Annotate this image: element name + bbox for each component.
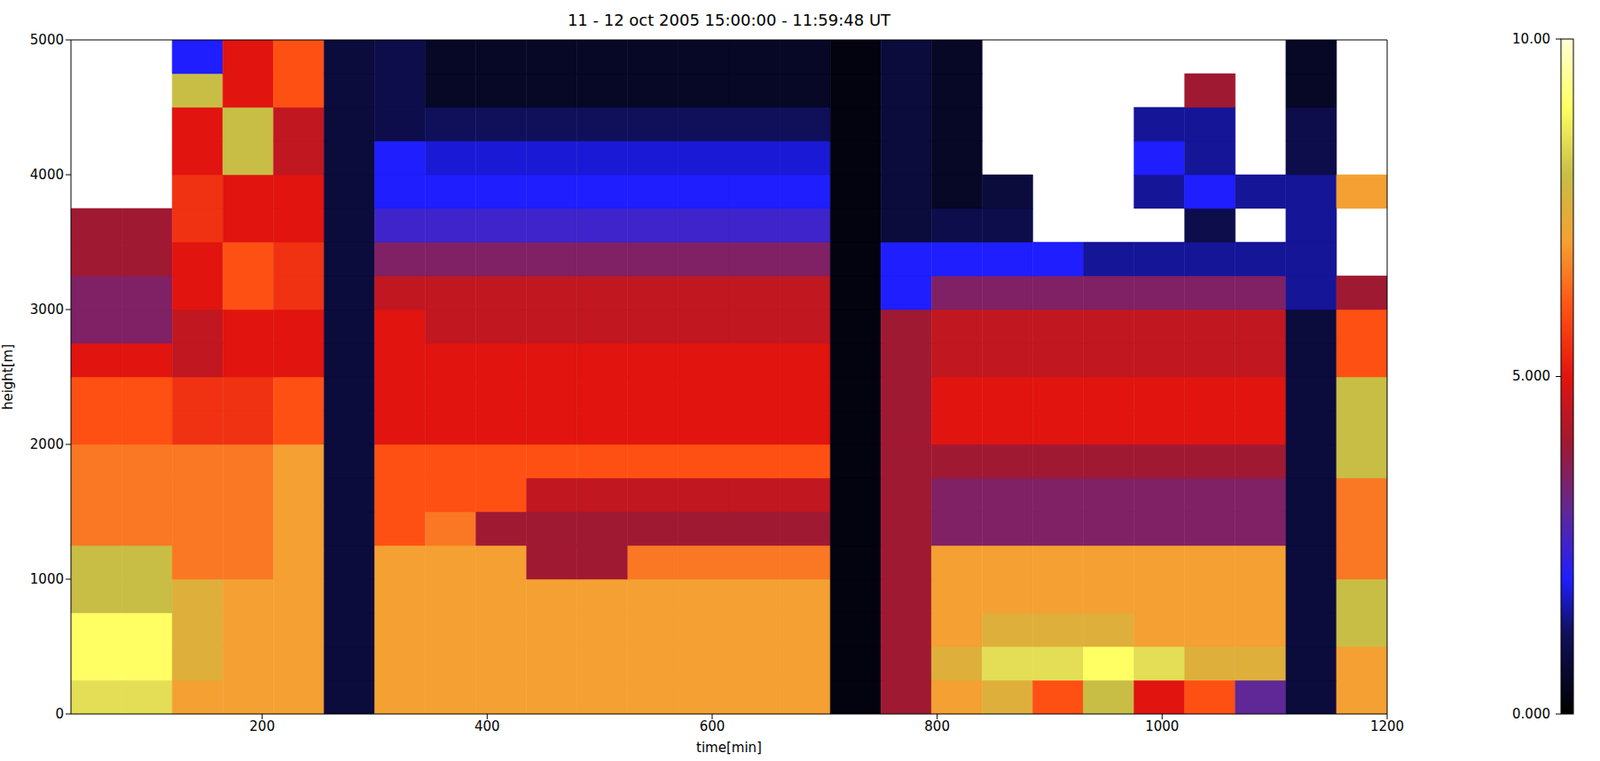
- svg-text:200: 200: [249, 718, 275, 735]
- svg-text:0: 0: [54, 705, 64, 722]
- svg-text:2000: 2000: [30, 436, 64, 453]
- svg-text:0.000: 0.000: [1512, 705, 1551, 722]
- svg-text:5000: 5000: [30, 31, 64, 48]
- svg-text:time[min]: time[min]: [696, 739, 762, 756]
- svg-text:1000: 1000: [30, 571, 64, 588]
- svg-text:1200: 1200: [1370, 718, 1404, 735]
- svg-text:10.00: 10.00: [1512, 31, 1551, 48]
- html-text:11 - 12 oct 2005 15:00:00 - 11: 11 - 12 oct 2005 15:00:00 - 11:59:48 UT: [567, 10, 891, 30]
- svg-text:4000: 4000: [30, 166, 64, 183]
- svg-text:800: 800: [924, 718, 950, 735]
- svg-text:1000: 1000: [1145, 718, 1179, 735]
- svg-text:height[m]: height[m]: [0, 344, 16, 410]
- svg-text:3000: 3000: [30, 301, 64, 318]
- svg-text:600: 600: [699, 718, 726, 735]
- svg-text:5.000: 5.000: [1512, 368, 1551, 385]
- svg-text:400: 400: [474, 718, 501, 735]
